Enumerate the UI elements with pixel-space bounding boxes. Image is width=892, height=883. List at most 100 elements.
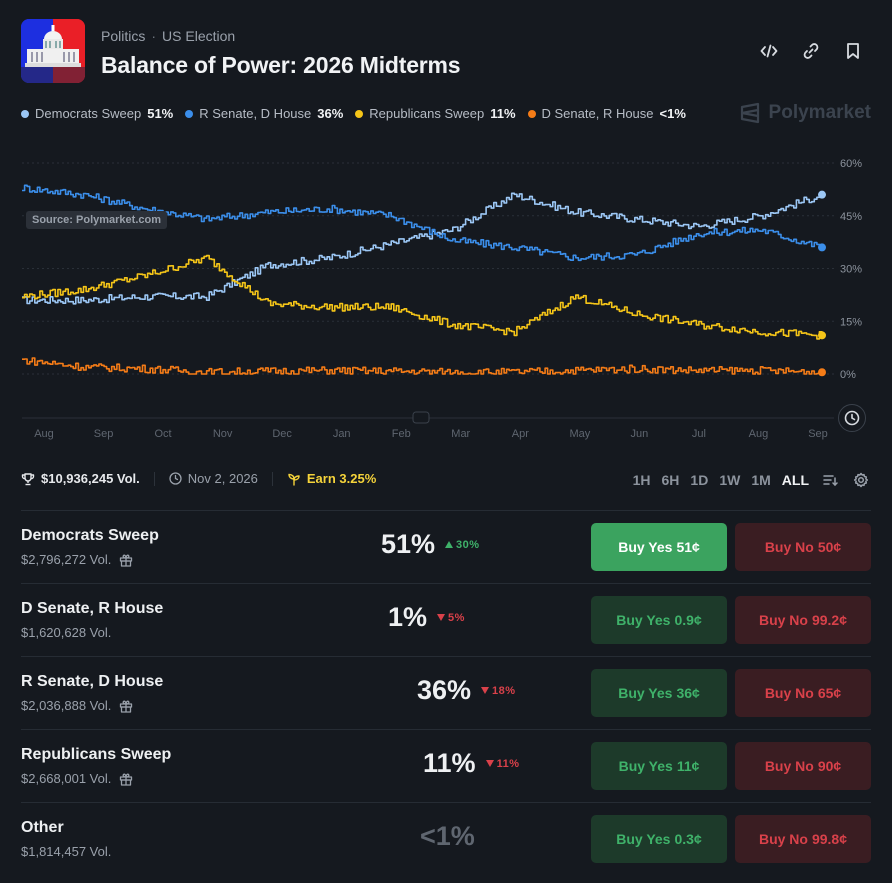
outcome-volume-text: $2,796,272 Vol. xyxy=(21,552,112,567)
header-actions xyxy=(759,41,863,61)
stats-divider xyxy=(153,471,155,486)
outcome-change: 5% xyxy=(437,612,465,624)
buy-no-label: Buy No xyxy=(764,758,814,774)
buy-no-price: 90¢ xyxy=(817,758,842,774)
buy-yes-button[interactable]: Buy Yes 0.9¢ xyxy=(591,596,727,644)
legend-dot xyxy=(21,109,29,118)
buy-yes-button[interactable]: Buy Yes 11¢ xyxy=(591,742,727,790)
outcome-probability: 1% 5% xyxy=(381,602,561,633)
buy-no-button[interactable]: Buy No 90¢ xyxy=(735,742,871,790)
buy-yes-button[interactable]: Buy Yes 51¢ xyxy=(591,523,727,571)
x-tick-label: Aug xyxy=(34,428,54,440)
x-tick-label: Dec xyxy=(272,428,292,440)
outcome-volume-text: $1,620,628 Vol. xyxy=(21,625,112,640)
buy-yes-price: 0.3¢ xyxy=(674,831,702,847)
outcome-volume: $1,814,457 Vol. xyxy=(21,844,111,859)
total-volume: $10,936,245 Vol. xyxy=(21,471,140,486)
buy-no-price: 99.2¢ xyxy=(811,612,848,628)
market-stats: $10,936,245 Vol. Nov 2, 2026 Earn 3.25% xyxy=(21,471,376,486)
chart-legend: Democrats Sweep 51% R Senate, D House 36… xyxy=(21,106,686,121)
buy-no-price: 65¢ xyxy=(817,685,842,701)
outcome-row-democrats-sweep[interactable]: Democrats Sweep $2,796,272 Vol. 51% 30% … xyxy=(21,510,871,583)
series-line-democrats-sweep xyxy=(22,192,823,305)
legend-label: R Senate, D House xyxy=(199,106,312,121)
timeframe-selector: 1H 6H 1D 1W 1M ALL xyxy=(633,470,871,490)
chart-scrubber-handle xyxy=(412,411,430,424)
gift-icon xyxy=(120,700,133,713)
breadcrumb-politics[interactable]: Politics xyxy=(101,28,146,44)
clock-icon[interactable] xyxy=(838,404,866,432)
sort-lines-icon[interactable] xyxy=(820,470,840,490)
outcome-change: 30% xyxy=(445,539,480,551)
legend-value: 11% xyxy=(490,106,516,121)
legend-item-r-senate-d-house: R Senate, D House 36% xyxy=(185,106,343,121)
buy-no-button[interactable]: Buy No 50¢ xyxy=(735,523,871,571)
chart-svg: 60% 45% 30% 15% 0% Aug Sep Oct Nov Dec Jan Feb Mar Ap… xyxy=(22,158,862,440)
timeframe-1h[interactable]: 1H xyxy=(632,472,651,488)
legend-dot xyxy=(185,109,194,118)
timeframe-1d[interactable]: 1D xyxy=(690,472,709,488)
end-date-text: Nov 2, 2026 xyxy=(187,471,258,486)
buy-yes-button[interactable]: Buy Yes 36¢ xyxy=(591,669,727,717)
breadcrumb-separator: · xyxy=(151,28,157,44)
triangle-down-icon xyxy=(437,614,446,621)
outcome-name: D Senate, R House xyxy=(21,600,164,617)
outcome-volume: $2,036,888 Vol. xyxy=(21,698,133,713)
buy-no-price: 50¢ xyxy=(817,539,842,555)
x-tick-label: Aug xyxy=(749,428,769,440)
outcome-row-other[interactable]: Other $1,814,457 Vol. <1% Buy Yes 0.3¢ B… xyxy=(21,802,871,875)
legend-item-d-senate-r-house: D Senate, R House <1% xyxy=(527,106,686,121)
legend-label: Republicans Sweep xyxy=(369,106,485,121)
bookmark-icon[interactable] xyxy=(843,41,863,61)
settings-gear-icon[interactable] xyxy=(851,470,871,490)
legend-dot xyxy=(355,109,364,118)
x-tick-label: Mar xyxy=(451,428,470,440)
x-tick-label: Jul xyxy=(692,428,706,440)
chart-source-label: Source: Polymarket.com xyxy=(26,211,167,229)
embed-code-icon[interactable] xyxy=(759,41,779,61)
buy-no-button[interactable]: Buy No 65¢ xyxy=(735,669,871,717)
y-tick-label: 15% xyxy=(840,316,862,328)
buy-yes-button[interactable]: Buy Yes 0.3¢ xyxy=(591,815,727,863)
price-history-chart[interactable]: 60% 45% 30% 15% 0% Aug Sep Oct Nov Dec Jan Feb Mar Ap… xyxy=(0,140,892,450)
legend-value: 36% xyxy=(317,106,344,121)
copy-link-icon[interactable] xyxy=(801,41,821,61)
outcome-pct: 36% xyxy=(417,675,472,705)
timeframe-1m[interactable]: 1M xyxy=(751,472,771,488)
outcome-pct: 11% xyxy=(423,748,476,778)
outcome-volume: $2,796,272 Vol. xyxy=(21,552,133,567)
outcome-name: Other xyxy=(21,819,64,836)
outcome-probability: 36% 18% xyxy=(417,675,597,706)
breadcrumb-us-election[interactable]: US Election xyxy=(162,28,236,44)
brand-name: Polymarket xyxy=(768,102,871,123)
outcome-name: Democrats Sweep xyxy=(21,527,159,544)
buy-no-button[interactable]: Buy No 99.8¢ xyxy=(735,815,871,863)
legend-label: D Senate, R House xyxy=(541,106,654,121)
buy-yes-label: Buy Yes xyxy=(618,758,673,774)
x-tick-label: Feb xyxy=(392,428,411,440)
earn-badge[interactable]: Earn 3.25% xyxy=(287,471,376,486)
triangle-down-icon xyxy=(485,760,494,767)
buy-no-label: Buy No xyxy=(758,831,808,847)
buy-yes-price: 51¢ xyxy=(676,539,700,555)
timeframe-6h[interactable]: 6H xyxy=(661,472,680,488)
outcome-row-d-senate-r-house[interactable]: D Senate, R House $1,620,628 Vol. 1% 5% … xyxy=(21,583,871,656)
triangle-up-icon xyxy=(445,541,454,548)
buy-yes-label: Buy Yes xyxy=(616,612,671,628)
timeframe-1w[interactable]: 1W xyxy=(719,472,741,488)
timeframe-all[interactable]: ALL xyxy=(781,472,809,488)
legend-item-democrats-sweep: Democrats Sweep 51% xyxy=(21,106,173,121)
outcome-row-republicans-sweep[interactable]: Republicans Sweep $2,668,001 Vol. 11% 11… xyxy=(21,729,871,802)
y-tick-label: 0% xyxy=(840,369,856,381)
legend-value: <1% xyxy=(659,106,686,121)
buy-no-button[interactable]: Buy No 99.2¢ xyxy=(735,596,871,644)
y-tick-label: 60% xyxy=(840,158,862,170)
outcome-row-r-senate-d-house[interactable]: R Senate, D House $2,036,888 Vol. 36% 18… xyxy=(21,656,871,729)
outcomes-list: Democrats Sweep $2,796,272 Vol. 51% 30% … xyxy=(21,510,871,875)
outcome-volume: $1,620,628 Vol. xyxy=(21,625,111,640)
outcome-volume: $2,668,001 Vol. xyxy=(21,771,133,786)
outcome-name: R Senate, D House xyxy=(21,673,164,690)
x-tick-label: Sep xyxy=(808,428,828,440)
earn-text: Earn 3.25% xyxy=(306,471,377,486)
outcome-change-text: 5% xyxy=(448,611,465,624)
